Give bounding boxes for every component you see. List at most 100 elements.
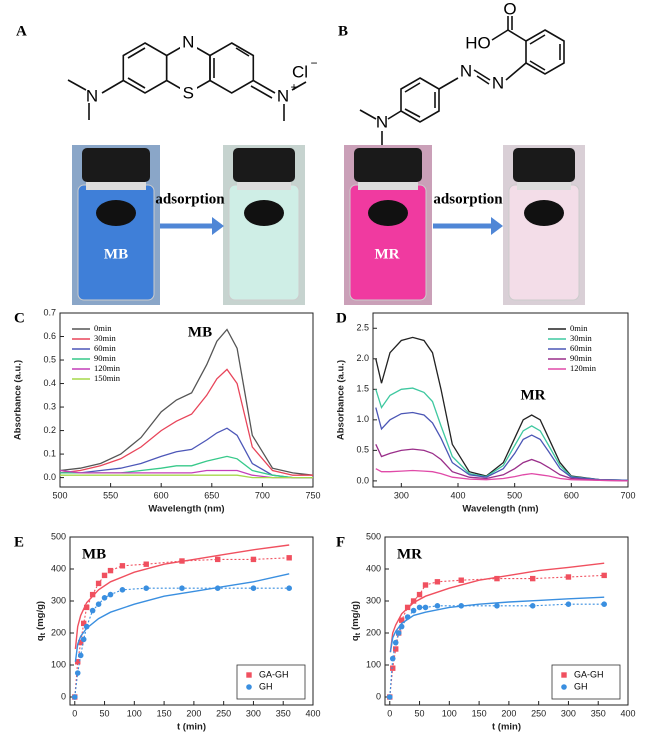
y-axis-label-sub: t bbox=[355, 632, 362, 635]
point bbox=[529, 603, 536, 609]
y-tick-label: 1.5 bbox=[356, 384, 369, 394]
x-tick-label: 50 bbox=[415, 708, 425, 718]
adsorbent bbox=[524, 200, 564, 226]
point bbox=[89, 607, 96, 614]
y-tick-label: 1.0 bbox=[356, 414, 369, 424]
point bbox=[434, 603, 441, 609]
atom: Cl bbox=[292, 62, 308, 81]
y-axis-label: qt (mg/g) bbox=[350, 601, 362, 641]
point bbox=[404, 614, 411, 620]
atom: N bbox=[86, 86, 98, 105]
legend-marker bbox=[246, 672, 252, 678]
bond bbox=[101, 79, 124, 94]
fit-curve bbox=[74, 573, 290, 662]
y-tick-label: 0.5 bbox=[43, 354, 56, 364]
x-tick-label: 300 bbox=[561, 708, 576, 718]
point bbox=[410, 607, 417, 614]
x-tick-label: 0 bbox=[72, 708, 77, 718]
x-tick-label: 150 bbox=[157, 708, 172, 718]
legend-marker bbox=[561, 672, 567, 678]
x-tick-label: 300 bbox=[246, 708, 261, 718]
x-axis-label: t (min) bbox=[492, 722, 521, 733]
y-axis-label-main: q bbox=[350, 635, 361, 641]
point bbox=[458, 577, 464, 583]
legend-box bbox=[236, 664, 306, 700]
bond bbox=[505, 62, 527, 81]
point bbox=[393, 646, 399, 652]
y-tick-label: 500 bbox=[51, 531, 66, 541]
point bbox=[179, 558, 185, 564]
x-tick-label: 650 bbox=[204, 490, 219, 500]
legend-label: 60min bbox=[570, 343, 592, 353]
spectrum-line bbox=[59, 328, 314, 476]
x-tick-label: 500 bbox=[52, 490, 67, 500]
annotation: MB bbox=[188, 324, 212, 340]
x-tick-label: 100 bbox=[127, 708, 142, 718]
x-tick-label: 700 bbox=[255, 490, 270, 500]
point bbox=[386, 694, 393, 700]
x-tick-label: 600 bbox=[154, 490, 169, 500]
point bbox=[214, 585, 221, 591]
point bbox=[434, 579, 441, 585]
y-axis-label-main: q bbox=[35, 635, 46, 641]
legend-label: 60min bbox=[94, 343, 116, 353]
point bbox=[410, 598, 417, 604]
x-tick-label: 350 bbox=[591, 708, 606, 718]
legend-marker bbox=[246, 684, 252, 690]
legend-label: 120min bbox=[94, 363, 121, 373]
spectrum-line bbox=[375, 468, 629, 482]
y-tick-label: 100 bbox=[366, 659, 381, 669]
x-axis-label: Wavelength (nm) bbox=[148, 504, 224, 515]
point bbox=[392, 639, 399, 646]
bond bbox=[473, 69, 491, 81]
plot-frame bbox=[384, 536, 629, 706]
x-tick-label: 500 bbox=[507, 490, 522, 500]
point bbox=[565, 601, 572, 607]
bond bbox=[529, 60, 546, 71]
plot-frame bbox=[59, 312, 314, 488]
atom: N bbox=[182, 32, 194, 51]
point bbox=[179, 585, 185, 591]
y-tick-label: 0.3 bbox=[43, 401, 56, 411]
panel-label: B bbox=[338, 23, 348, 39]
bond bbox=[529, 34, 546, 45]
x-tick-label: 400 bbox=[305, 708, 320, 718]
spectrum-line bbox=[60, 427, 313, 479]
legend-label: 0min bbox=[94, 323, 112, 333]
bond bbox=[476, 75, 490, 85]
vial-cap bbox=[82, 148, 150, 182]
point bbox=[80, 636, 87, 643]
point bbox=[119, 563, 126, 569]
y-axis-label: qt (mg/g) bbox=[35, 601, 47, 641]
annotation: MR bbox=[521, 387, 546, 403]
bond bbox=[404, 108, 421, 118]
y-tick-label: 0 bbox=[376, 691, 381, 701]
y-tick-label: 300 bbox=[366, 595, 381, 605]
connector-line bbox=[74, 557, 290, 698]
adsorbent bbox=[368, 200, 408, 226]
atom: O bbox=[503, 0, 516, 18]
arrowhead bbox=[491, 217, 503, 235]
y-tick-label: 500 bbox=[366, 531, 381, 541]
spectrum-line bbox=[60, 474, 313, 479]
point bbox=[95, 601, 102, 607]
bond bbox=[127, 77, 146, 89]
point bbox=[390, 665, 396, 671]
x-axis-label: Wavelength (nm) bbox=[462, 504, 538, 515]
spectrum-line bbox=[59, 469, 313, 479]
point bbox=[80, 620, 87, 627]
point bbox=[78, 639, 84, 646]
sample-label: MR bbox=[375, 246, 400, 262]
fit-curve bbox=[389, 596, 605, 653]
y-tick-label: 0 bbox=[61, 691, 66, 701]
y-tick-label: 400 bbox=[366, 563, 381, 573]
plot-frame bbox=[372, 312, 629, 488]
panel-label: C bbox=[14, 310, 25, 326]
x-tick-label: 300 bbox=[394, 490, 409, 500]
x-tick-label: 250 bbox=[216, 708, 231, 718]
bond bbox=[438, 77, 459, 90]
sample-label: MB bbox=[104, 246, 128, 262]
x-tick-label: 400 bbox=[620, 708, 635, 718]
point bbox=[95, 580, 102, 587]
